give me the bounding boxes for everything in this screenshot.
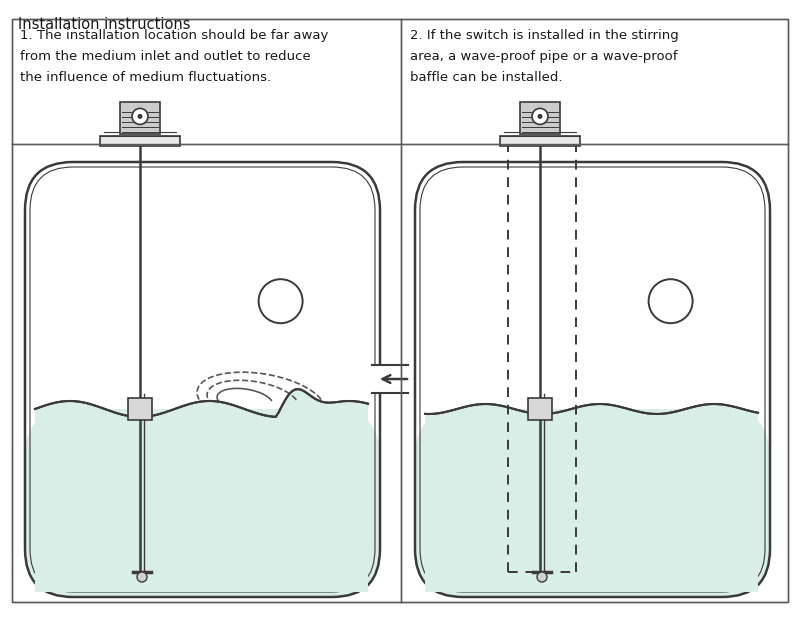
Bar bbox=[500, 136, 580, 146]
Text: the influence of medium fluctuations.: the influence of medium fluctuations. bbox=[20, 71, 271, 84]
Bar bbox=[520, 102, 560, 134]
Text: area, a wave-proof pipe or a wave-proof: area, a wave-proof pipe or a wave-proof bbox=[410, 50, 678, 63]
Circle shape bbox=[649, 279, 693, 323]
Circle shape bbox=[138, 114, 142, 119]
Circle shape bbox=[537, 572, 547, 582]
Text: 1. The installation location should be far away: 1. The installation location should be f… bbox=[20, 29, 328, 42]
Bar bbox=[100, 136, 180, 146]
Text: from the medium inlet and outlet to reduce: from the medium inlet and outlet to redu… bbox=[20, 50, 310, 63]
Bar bbox=[368, 365, 388, 393]
Bar bbox=[128, 398, 152, 420]
Bar bbox=[120, 102, 160, 134]
Circle shape bbox=[538, 114, 542, 119]
Bar bbox=[528, 398, 552, 420]
Circle shape bbox=[132, 109, 148, 125]
Circle shape bbox=[258, 279, 302, 323]
Polygon shape bbox=[425, 404, 758, 592]
Circle shape bbox=[532, 109, 548, 125]
Text: Installation instructions: Installation instructions bbox=[18, 17, 190, 32]
Text: baffle can be installed.: baffle can be installed. bbox=[410, 71, 562, 84]
Polygon shape bbox=[35, 389, 368, 592]
FancyBboxPatch shape bbox=[415, 409, 770, 597]
Text: 2. If the switch is installed in the stirring: 2. If the switch is installed in the sti… bbox=[410, 29, 678, 42]
FancyBboxPatch shape bbox=[25, 409, 380, 597]
Circle shape bbox=[137, 572, 147, 582]
